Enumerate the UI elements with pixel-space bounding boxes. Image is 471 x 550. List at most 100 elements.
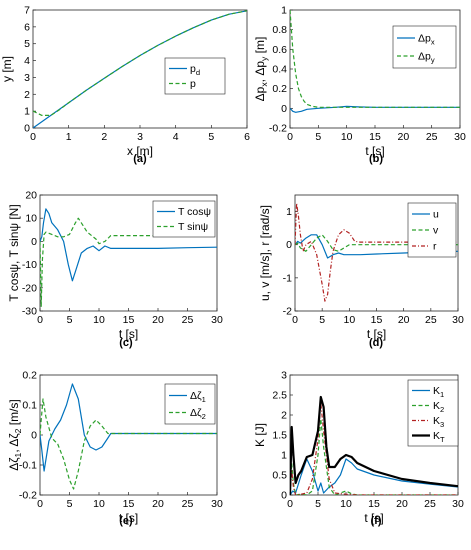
y-tick-label: 1.5 [272, 430, 287, 442]
x-tick-label: 15 [123, 498, 135, 510]
legend-entry: r [433, 241, 437, 253]
y-tick-label: 0 [281, 490, 287, 502]
y-tick-label: 6 [24, 21, 30, 33]
y-axis-label: K [J] [253, 423, 267, 447]
legend-entry: pd​ [190, 63, 200, 77]
legend-entry: T cosψ [178, 206, 211, 218]
x-tick-label: 15 [371, 314, 383, 326]
x-tick-label: 30 [452, 498, 464, 510]
legend-box [164, 57, 226, 95]
series-line-Tcos [40, 208, 217, 282]
x-tick-label: 25 [182, 498, 194, 510]
legend-box [152, 200, 216, 238]
series-line-r [295, 202, 458, 302]
legend-entry: K2​ [433, 400, 444, 414]
legend-entry: u [433, 209, 439, 221]
y-axis-label: y [m] [0, 56, 14, 82]
legend-entry: p [190, 78, 196, 90]
x-tick-label: 10 [343, 314, 355, 326]
y-tick-label: 7 [24, 5, 30, 17]
series-line-K1 [290, 458, 458, 495]
y-tick-label: 0.6 [272, 44, 287, 56]
y-tick-label: 0.5 [272, 470, 287, 482]
legend-entry: K1​ [433, 385, 444, 399]
y-axis-label: u, v [m/s], r [rad/s] [258, 205, 272, 301]
panel-label: (b) [369, 153, 383, 165]
y-tick-label: 0 [281, 103, 287, 115]
x-tick-label: 5 [315, 131, 321, 143]
y-tick-label: -30 [22, 306, 37, 318]
legend-entry: T sinψ [178, 221, 208, 233]
y-tick-label: 3 [24, 72, 30, 84]
chart-panel-3: 0 5 10 15 20 25 30 -30 -20 -10 0 10 20 t [s] T cosψ, T… [7, 190, 223, 350]
x-tick-label: 30 [211, 498, 223, 510]
x-tick-label: 6 [244, 131, 250, 143]
x-tick-label: 0 [37, 498, 43, 510]
x-tick-label: 30 [454, 131, 466, 143]
x-tick-label: 15 [123, 314, 135, 326]
y-tick-label: 0.4 [272, 64, 287, 76]
y-tick-label: 2 [24, 89, 30, 101]
series-line-2 [40, 398, 217, 490]
legend-entry: Δpy​ [418, 51, 435, 65]
y-tick-label: 10 [25, 213, 37, 225]
legend-entry: K3​ [433, 415, 444, 429]
legend-entry: Δpx​ [418, 33, 435, 47]
panel-label: (a) [133, 153, 147, 165]
x-axis-label: x [m] [127, 144, 153, 158]
legend: pd​p [164, 57, 226, 95]
y-tick-label: 0.2 [22, 370, 37, 382]
series-line-Tsin [40, 217, 217, 307]
y-tick-label: 0 [24, 123, 30, 135]
x-tick-label: 20 [397, 131, 409, 143]
x-tick-label: 0 [37, 314, 43, 326]
y-tick-label: 0.8 [272, 24, 287, 36]
y-tick-label: 1 [281, 450, 287, 462]
x-tick-label: 10 [341, 131, 353, 143]
y-tick-label: 2 [281, 410, 287, 422]
y-tick-label: -0.2 [269, 123, 287, 135]
panel-label: (c) [119, 337, 133, 349]
chart-panel-5: 0 5 10 15 20 25 30 -0.2 -0.1 0 0.1 0.2 t [s] Δζ1​, Δζ… [7, 370, 223, 528]
x-tick-label: 2 [101, 131, 107, 143]
x-tick-label: 5 [319, 314, 325, 326]
y-tick-label: 0.2 [272, 83, 287, 95]
y-tick-label: -0.2 [19, 490, 37, 502]
x-tick-label: 5 [208, 131, 214, 143]
x-tick-label: 20 [152, 314, 164, 326]
x-tick-label: 1 [66, 131, 72, 143]
series-line-KT [290, 395, 458, 495]
x-tick-label: 25 [424, 498, 436, 510]
chart-panel-4: 0 5 10 15 20 25 30 -2 -1 0 1 t [s] u, v [m/s], r [ra… [258, 194, 464, 349]
y-tick-label: -1 [283, 272, 292, 284]
x-tick-label: 0 [30, 131, 36, 143]
x-tick-label: 3 [137, 131, 143, 143]
y-tick-label: 0 [286, 239, 292, 251]
y-tick-label: 0.1 [22, 400, 37, 412]
x-tick-label: 4 [173, 131, 179, 143]
x-tick-label: 25 [426, 131, 438, 143]
x-tick-label: 5 [67, 314, 73, 326]
x-tick-label: 0 [287, 498, 293, 510]
x-axis-label: t [s] [119, 327, 138, 341]
x-tick-label: 25 [182, 314, 194, 326]
x-tick-label: 10 [93, 498, 105, 510]
x-axis-label: t [s] [367, 327, 386, 341]
y-tick-label: 3 [281, 370, 287, 382]
legend: Δζ1​Δζ2​ [164, 383, 216, 425]
y-tick-label: -20 [22, 282, 37, 294]
legend-entry: v [433, 225, 439, 237]
panel-label: (d) [369, 337, 383, 349]
panel-label: (f) [371, 515, 382, 527]
panel-label: (e) [119, 515, 133, 527]
legend: K1​K2​K3​KT​ [407, 379, 459, 447]
x-tick-label: 20 [152, 498, 164, 510]
legend: Δpx​ Δpy​ [392, 25, 457, 69]
y-tick-label: 2.5 [272, 390, 287, 402]
y-tick-label: 1 [281, 5, 287, 17]
x-tick-label: 30 [452, 314, 464, 326]
y-tick-label: -0.1 [19, 460, 37, 472]
y-tick-label: -10 [22, 259, 37, 271]
x-axis-label: t [s] [365, 144, 384, 158]
legend-box [392, 25, 457, 69]
